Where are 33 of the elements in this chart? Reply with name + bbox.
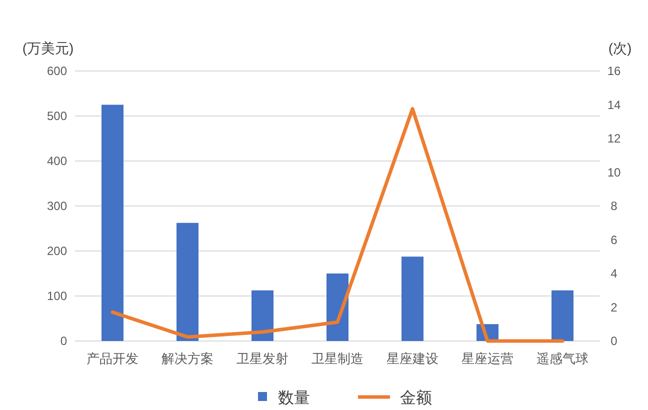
x-tick-label: 卫星制造 [312,351,364,366]
line-series [110,107,564,343]
y2-tick-label: 2 [610,300,618,314]
y-tick-label: 500 [46,109,68,123]
y2-tick-label: 4 [610,266,618,280]
y-tick-label: 300 [46,199,68,213]
y-axis-title: (万美元) [22,40,74,56]
bar [176,222,198,341]
y-tick-label: 200 [46,244,68,258]
y2-tick-label: 0 [610,334,618,348]
y2-tick-label: 8 [610,199,618,213]
y2-tick-label: 6 [610,232,618,247]
x-tick-label: 解决方案 [162,351,214,366]
legend-label: 金额 [400,389,432,407]
legend-label: 数量 [278,390,310,407]
y2-tick-label: 14 [607,98,621,112]
y-tick-label: 600 [46,64,68,78]
x-tick-label: 星座运营 [462,351,514,366]
y2-tick-label: 16 [607,64,621,78]
y2-axis-title: (次) [608,40,632,56]
x-tick-label: 卫星发射 [236,351,288,366]
y-tick-label: 100 [46,289,68,303]
y-tick-label: 0 [60,334,68,348]
bar [252,290,274,341]
y-tick-label: 400 [46,154,68,168]
y2-tick-label: 12 [607,132,621,146]
x-tick-label: 星座建设 [386,351,438,366]
bar [552,290,574,341]
bar [102,104,124,341]
y2-tick-label: 10 [607,165,621,180]
bar [402,256,424,341]
x-tick-label: 遥感气球 [536,351,588,366]
x-tick-label: 产品开发 [86,351,138,366]
